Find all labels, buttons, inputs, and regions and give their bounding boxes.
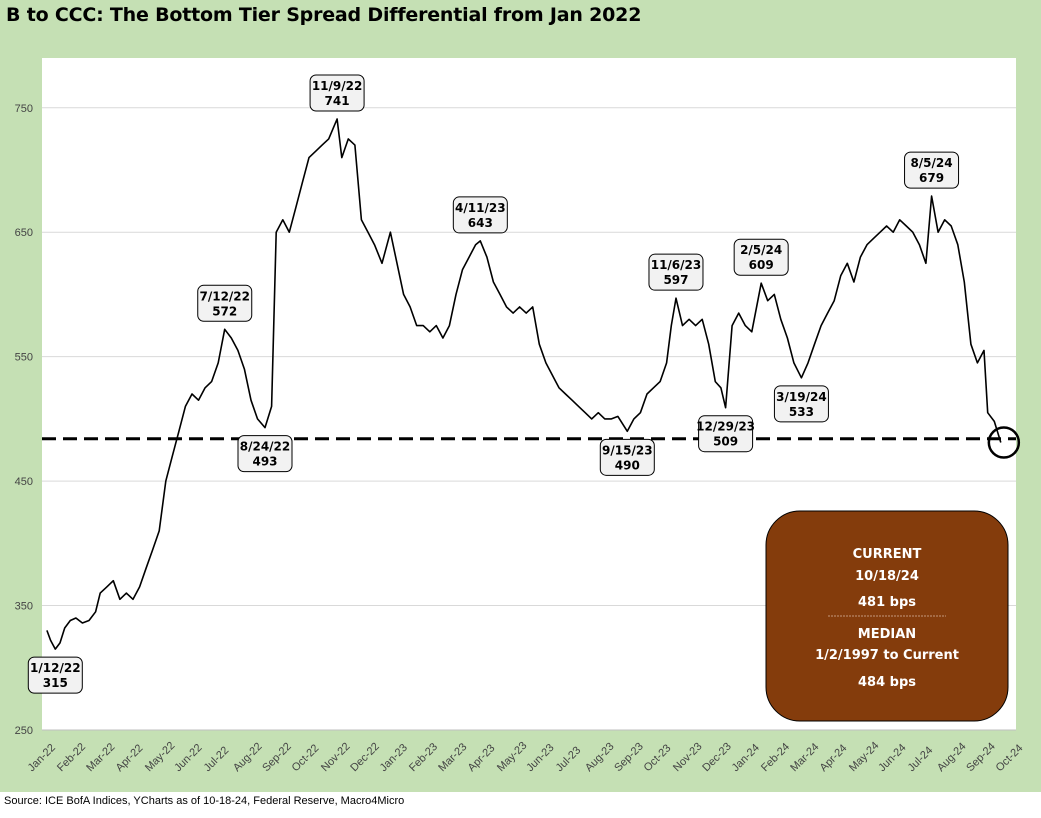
x-tick-label: Oct-24 bbox=[994, 742, 1026, 774]
callout-box bbox=[773, 385, 829, 423]
y-tick-label: 350 bbox=[15, 601, 33, 613]
callout-date: 3/19/24 bbox=[776, 390, 827, 404]
chart-title: B to CCC: The Bottom Tier Spread Differe… bbox=[6, 4, 642, 26]
callout-box bbox=[452, 196, 508, 234]
x-tick-label: Jul-24 bbox=[906, 744, 936, 774]
x-tick-label: Aug-23 bbox=[583, 741, 617, 775]
callout-date: 9/15/23 bbox=[602, 443, 653, 457]
x-tick-label: Jun-24 bbox=[876, 742, 908, 774]
callout-value: 490 bbox=[615, 458, 640, 472]
x-tick-label: Apr-23 bbox=[466, 742, 498, 774]
x-tick-label: Feb-24 bbox=[759, 741, 792, 774]
x-tick-label: Apr-22 bbox=[114, 742, 146, 774]
x-tick-label: Jul-23 bbox=[554, 744, 584, 774]
info-box: CURRENT 10/18/24 481 bps MEDIAN 1/2/1997… bbox=[765, 510, 1009, 722]
x-tick-label: Sep-23 bbox=[612, 741, 646, 775]
callout-box bbox=[309, 74, 365, 112]
callout-box bbox=[197, 284, 253, 322]
callout-date: 11/9/22 bbox=[312, 79, 363, 93]
callout-date: 11/6/23 bbox=[651, 258, 702, 272]
x-tick-label: Oct-23 bbox=[642, 742, 674, 774]
x-axis: Jan-22Feb-22Mar-22Apr-22May-22Jun-22Jul-… bbox=[26, 740, 1026, 774]
callout-value: 572 bbox=[212, 304, 237, 318]
current-marker bbox=[987, 426, 1021, 459]
x-tick-label: Feb-22 bbox=[55, 741, 88, 774]
x-tick-label: Oct-22 bbox=[290, 742, 322, 774]
x-tick-label: Dec-22 bbox=[348, 741, 382, 775]
y-tick-label: 750 bbox=[15, 103, 33, 115]
x-tick-label: Aug-22 bbox=[231, 741, 265, 775]
y-tick-label: 450 bbox=[15, 476, 33, 488]
callout-value: 315 bbox=[43, 676, 68, 690]
callout-date: 4/11/23 bbox=[455, 201, 506, 215]
x-tick-label: Aug-24 bbox=[935, 741, 969, 775]
median-range: 1/2/1997 to Current bbox=[815, 648, 959, 663]
callout-box bbox=[698, 415, 754, 453]
x-tick-label: Nov-23 bbox=[671, 741, 705, 775]
x-tick-label: Jul-22 bbox=[202, 744, 232, 774]
callout-box bbox=[599, 438, 655, 476]
x-tick-label: May-23 bbox=[495, 740, 529, 774]
callout-date: 2/5/24 bbox=[740, 243, 782, 257]
callout-box bbox=[648, 253, 704, 291]
series-line bbox=[46, 118, 1002, 650]
x-tick-label: May-22 bbox=[143, 740, 177, 774]
current-label: CURRENT bbox=[853, 547, 922, 562]
callout-value: 609 bbox=[749, 258, 774, 272]
callout-box bbox=[904, 151, 960, 189]
callout-box bbox=[733, 238, 789, 276]
x-tick-label: Mar-22 bbox=[84, 741, 117, 774]
x-tick-label: Feb-23 bbox=[407, 741, 440, 774]
callout-value: 493 bbox=[252, 455, 277, 469]
x-tick-label: Sep-22 bbox=[260, 741, 294, 775]
median-label: MEDIAN bbox=[858, 627, 916, 642]
callout-value: 533 bbox=[789, 405, 814, 419]
x-tick-label: Nov-22 bbox=[319, 741, 353, 775]
y-tick-label: 650 bbox=[15, 227, 33, 239]
y-axis: 250 350 450 550 650 750 bbox=[15, 103, 33, 737]
callout-value: 679 bbox=[919, 171, 944, 185]
callout-value: 741 bbox=[325, 94, 350, 108]
callout-date: 8/5/24 bbox=[910, 156, 952, 170]
current-date: 10/18/24 bbox=[855, 569, 919, 584]
callout-box bbox=[237, 435, 293, 473]
current-value: 481 bps bbox=[858, 595, 916, 610]
x-tick-label: Mar-24 bbox=[788, 741, 821, 774]
x-tick-label: Sep-24 bbox=[964, 741, 998, 775]
callout-value: 597 bbox=[663, 273, 688, 287]
median-value: 484 bps bbox=[858, 675, 916, 690]
callout-value: 643 bbox=[468, 216, 493, 230]
callout-box bbox=[27, 656, 83, 694]
x-tick-label: Dec-23 bbox=[700, 741, 734, 775]
callout-value: 509 bbox=[713, 435, 738, 449]
x-tick-label: Jun-22 bbox=[172, 742, 204, 774]
y-tick-label: 250 bbox=[15, 725, 33, 737]
y-tick-label: 550 bbox=[15, 352, 33, 364]
x-tick-label: Jun-23 bbox=[524, 742, 556, 774]
x-tick-label: Mar-23 bbox=[436, 741, 469, 774]
callout-date: 1/12/22 bbox=[30, 661, 81, 675]
callout-date: 12/29/23 bbox=[696, 420, 755, 434]
x-tick-label: Jan-24 bbox=[730, 742, 762, 774]
callout-date: 7/12/22 bbox=[199, 289, 250, 303]
x-tick-label: Apr-24 bbox=[818, 742, 850, 774]
x-tick-label: May-24 bbox=[847, 740, 881, 774]
callout-date: 8/24/22 bbox=[240, 440, 291, 454]
source-note: Source: ICE BofA Indices, YCharts as of … bbox=[4, 795, 405, 807]
x-tick-label: Jan-23 bbox=[378, 742, 410, 774]
x-tick-label: Jan-22 bbox=[26, 742, 58, 774]
